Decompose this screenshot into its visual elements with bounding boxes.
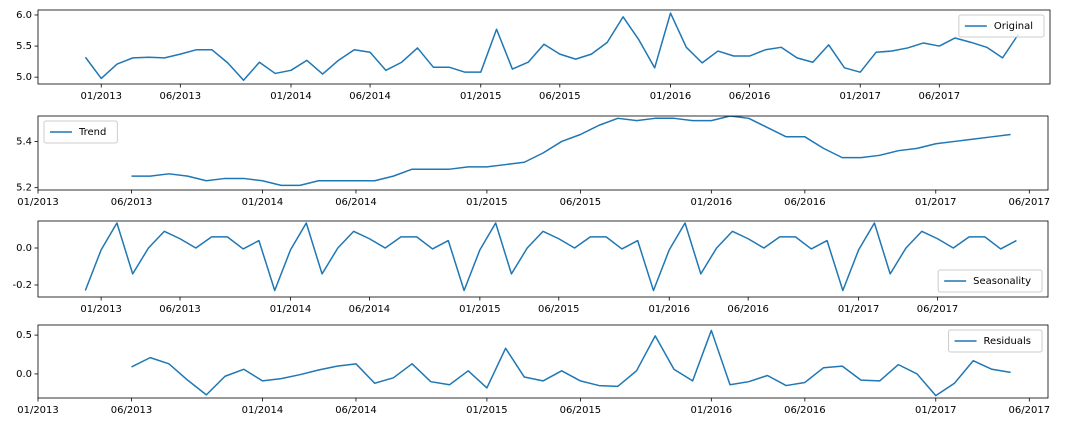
x-tick-label: 06/2017 <box>917 304 959 315</box>
legend-box <box>43 120 118 144</box>
axes-frame <box>37 220 1049 298</box>
y-tick-label: 5.5 <box>16 41 32 52</box>
x-tick-label: 06/2017 <box>1009 197 1051 208</box>
x-tick-label: 01/2017 <box>839 91 881 102</box>
plot-area <box>131 329 1011 397</box>
x-tick-label: 06/2013 <box>111 405 153 416</box>
legend: Seasonality <box>937 269 1043 293</box>
axes-frame <box>37 324 1049 399</box>
x-tick-label: 01/2015 <box>466 197 508 208</box>
x-tick-label: 01/2017 <box>838 304 880 315</box>
y-tick-label: 5.4 <box>16 136 32 147</box>
x-tick-label: 06/2017 <box>919 91 961 102</box>
x-tick-label: 01/2016 <box>650 91 692 102</box>
legend: Residuals <box>948 329 1043 353</box>
x-tick-label: 06/2015 <box>560 405 602 416</box>
x-tick-label: 01/2014 <box>270 91 312 102</box>
x-tick-label: 06/2013 <box>111 197 153 208</box>
y-tick-label: 0.0 <box>16 369 32 380</box>
plot-area <box>84 222 1017 292</box>
x-tick-label: 01/2015 <box>466 405 508 416</box>
x-tick-label: 01/2014 <box>270 304 312 315</box>
x-tick-label: 01/2013 <box>80 304 122 315</box>
x-tick-label: 06/2015 <box>538 304 580 315</box>
legend-box <box>958 14 1045 38</box>
legend-box <box>948 329 1043 353</box>
x-tick-label: 01/2015 <box>459 304 501 315</box>
x-tick-label: 01/2013 <box>17 197 59 208</box>
x-tick-label: 06/2016 <box>729 91 771 102</box>
y-tick-label: 0.0 <box>16 243 32 254</box>
y-tick-label: 6.0 <box>16 10 32 21</box>
x-tick-label: 06/2013 <box>160 91 202 102</box>
legend: Trend <box>43 120 118 144</box>
x-tick-label: 01/2013 <box>80 91 122 102</box>
series-line <box>131 329 1011 397</box>
x-tick-label: 01/2017 <box>915 405 957 416</box>
legend: Original <box>958 14 1045 38</box>
series-line <box>84 12 1020 82</box>
x-tick-label: 06/2013 <box>159 304 201 315</box>
x-tick-label: 06/2014 <box>349 91 391 102</box>
legend-label: Seasonality <box>973 276 1031 287</box>
axes-frame <box>37 115 1049 191</box>
x-tick-label: 06/2016 <box>784 405 826 416</box>
x-tick-label: 06/2014 <box>335 405 377 416</box>
legend-box <box>937 269 1043 293</box>
x-tick-label: 06/2016 <box>727 304 769 315</box>
y-tick-label: -0.2 <box>12 280 32 291</box>
x-tick-label: 01/2015 <box>460 91 502 102</box>
x-tick-label: 06/2014 <box>349 304 391 315</box>
y-tick-label: 0.5 <box>16 330 32 341</box>
x-tick-label: 06/2017 <box>1009 405 1051 416</box>
plot-area <box>84 12 1020 82</box>
x-tick-label: 01/2013 <box>17 405 59 416</box>
x-tick-label: 06/2015 <box>560 197 602 208</box>
x-tick-label: 06/2016 <box>784 197 826 208</box>
x-tick-label: 01/2017 <box>915 197 957 208</box>
legend-label: Original <box>994 21 1033 32</box>
legend-label: Trend <box>78 127 106 138</box>
y-tick-label: 5.2 <box>16 183 32 194</box>
plot-area <box>131 116 1011 187</box>
y-tick-label: 5.0 <box>16 72 32 83</box>
x-tick-label: 01/2016 <box>691 197 733 208</box>
x-tick-label: 01/2016 <box>691 405 733 416</box>
x-tick-label: 01/2016 <box>648 304 690 315</box>
axes-frame <box>37 9 1051 85</box>
x-tick-label: 06/2015 <box>539 91 581 102</box>
series-line <box>84 222 1017 292</box>
x-tick-label: 01/2014 <box>242 405 284 416</box>
x-tick-label: 06/2014 <box>335 197 377 208</box>
series-line <box>131 116 1011 187</box>
x-tick-label: 01/2014 <box>242 197 284 208</box>
legend-label: Residuals <box>984 336 1031 347</box>
